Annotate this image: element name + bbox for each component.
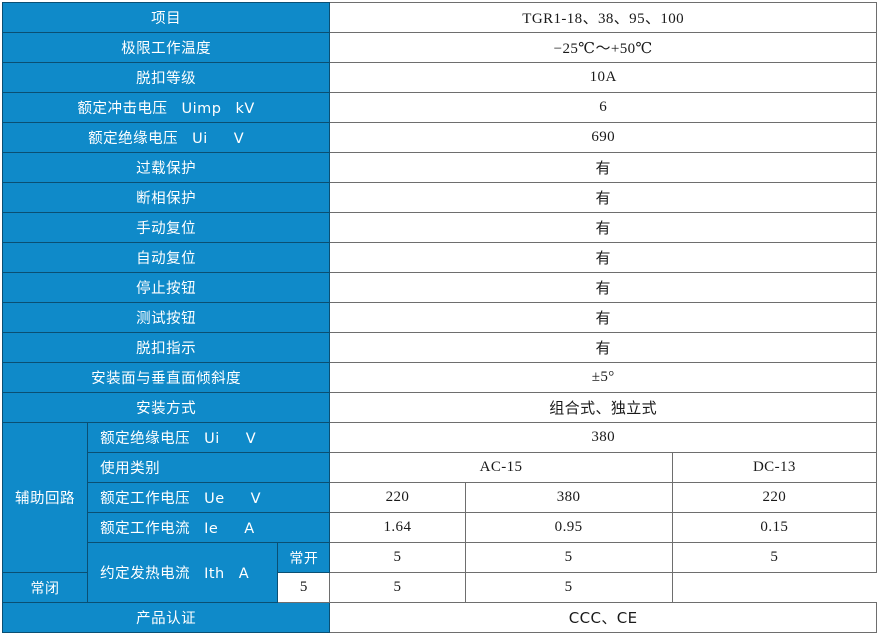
aux-value-normally-open-1: 5 <box>329 542 466 573</box>
row-label-trip-indication: 脱扣指示 <box>1 332 331 363</box>
row-value-test-button: 有 <box>329 302 877 333</box>
aux-insulation-voltage-text: 额定绝缘电压 <box>100 431 191 447</box>
row-label-impulse-voltage: 额定冲击电压 Uimp kV <box>1 92 331 123</box>
table-row: 安装方式 组合式、独立式 <box>1 392 877 423</box>
row-label-mounting-inclination: 安装面与垂直面倾斜度 <box>1 362 331 393</box>
row-value-operating-temperature: −25℃～+50℃ <box>329 32 877 63</box>
aux-value-operating-voltage-3: 220 <box>671 482 878 513</box>
aux-label-operating-voltage: 额定工作电压 Ue V <box>87 482 331 513</box>
row-value-impulse-voltage: 6 <box>329 92 877 123</box>
row-label-mounting-type: 安装方式 <box>1 392 331 423</box>
row-value-manual-reset: 有 <box>329 212 877 243</box>
row-value-mounting-inclination: ±5° <box>329 362 877 393</box>
insulation-voltage-unit: V <box>233 131 245 147</box>
aux-thermal-current-symbol: Ith <box>204 566 225 582</box>
footer-label-certification: 产品认证 <box>1 602 331 633</box>
table-row-aux-thermal-current-no: 约定发热电流 Ith A 常开 5 5 5 <box>3 542 878 603</box>
aux-thermal-current-unit: A <box>238 566 250 582</box>
aux-operating-voltage-text: 额定工作电压 <box>100 491 191 507</box>
aux-value-operating-current-1: 1.64 <box>329 512 466 543</box>
aux-label-insulation-voltage: 额定绝缘电压 Ui V <box>87 422 331 453</box>
row-value-phase-loss-protection: 有 <box>329 182 877 213</box>
row-label-manual-reset: 手动复位 <box>1 212 331 243</box>
aux-value-normally-open-3: 5 <box>671 542 878 573</box>
table-row: 脱扣指示 有 <box>1 332 877 363</box>
aux-operating-current-text: 额定工作电流 <box>100 521 191 537</box>
aux-insulation-voltage-unit: V <box>245 431 257 447</box>
row-value-insulation-voltage: 690 <box>329 122 877 153</box>
row-label-auto-reset: 自动复位 <box>1 242 331 273</box>
footer-value-certification: CCC、CE <box>329 602 877 633</box>
row-label-insulation-voltage: 额定绝缘电压 Ui V <box>1 122 331 153</box>
table-row: 额定冲击电压 Uimp kV 6 <box>1 92 877 123</box>
aux-value-insulation-voltage: 380 <box>329 422 877 453</box>
aux-value-normally-open-2: 5 <box>464 542 673 573</box>
aux-value-normally-closed-3: 5 <box>464 572 673 603</box>
table-row: 过载保护 有 <box>1 152 877 183</box>
aux-value-operating-voltage-2: 380 <box>464 482 673 513</box>
table-row: 额定绝缘电压 Ui V 690 <box>1 122 877 153</box>
impulse-voltage-unit: kV <box>235 101 255 117</box>
aux-label-normally-open: 常开 <box>277 542 331 573</box>
row-label-stop-button: 停止按钮 <box>1 272 331 303</box>
insulation-voltage-symbol: Ui <box>192 131 208 147</box>
aux-thermal-current-text: 约定发热电流 <box>100 566 191 582</box>
table-row-aux-utilization-category: 使用类别 AC-15 DC-13 <box>3 452 878 483</box>
table-row: 停止按钮 有 <box>1 272 877 303</box>
aux-operating-current-symbol: Ie <box>204 521 219 537</box>
table-row: 手动复位 有 <box>1 212 877 243</box>
row-value-stop-button: 有 <box>329 272 877 303</box>
aux-value-normally-closed-2: 5 <box>329 572 466 603</box>
table-row-header: 项目 TGR1-18、38、95、100 <box>1 2 877 33</box>
table-row: 极限工作温度 −25℃～+50℃ <box>1 32 877 63</box>
aux-value-utilization-category-dc: DC-13 <box>671 452 878 483</box>
row-value-overload-protection: 有 <box>329 152 877 183</box>
aux-value-normally-closed-1: 5 <box>277 572 331 603</box>
row-label-operating-temperature: 极限工作温度 <box>1 32 331 63</box>
row-value-mounting-type: 组合式、独立式 <box>329 392 877 423</box>
table-row: 断相保护 有 <box>1 182 877 213</box>
row-value-auto-reset: 有 <box>329 242 877 273</box>
row-value-trip-class: 10A <box>329 62 877 93</box>
header-label: 项目 <box>1 2 331 33</box>
aux-value-operating-voltage-1: 220 <box>329 482 466 513</box>
table-row: 测试按钮 有 <box>1 302 877 333</box>
aux-label-thermal-current: 约定发热电流 Ith A <box>87 542 279 603</box>
aux-operating-voltage-unit: V <box>250 491 262 507</box>
table-row-aux-operating-current: 额定工作电流 Ie A 1.64 0.95 0.15 <box>3 512 878 543</box>
table-row: 安装面与垂直面倾斜度 ±5° <box>1 362 877 393</box>
aux-label-operating-current: 额定工作电流 Ie A <box>87 512 331 543</box>
row-label-phase-loss-protection: 断相保护 <box>1 182 331 213</box>
impulse-voltage-text: 额定冲击电压 <box>77 101 168 117</box>
row-label-test-button: 测试按钮 <box>1 302 331 333</box>
aux-group-label: 辅助回路 <box>1 422 89 573</box>
row-value-trip-indication: 有 <box>329 332 877 363</box>
table-row: 脱扣等级 10A <box>1 62 877 93</box>
insulation-voltage-text: 额定绝缘电压 <box>88 131 179 147</box>
table-row-aux-operating-voltage: 额定工作电压 Ue V 220 380 220 <box>3 482 878 513</box>
table-row: 自动复位 有 <box>1 242 877 273</box>
aux-label-utilization-category: 使用类别 <box>87 452 331 483</box>
aux-value-utilization-category-ac: AC-15 <box>329 452 673 483</box>
table-row-aux-thermal-current-nc: 常闭 5 5 5 <box>1 572 877 603</box>
aux-operating-current-unit: A <box>244 521 255 537</box>
aux-value-operating-current-3: 0.15 <box>671 512 878 543</box>
header-value: TGR1-18、38、95、100 <box>329 2 877 33</box>
table-row-aux-insulation-voltage: 辅助回路 额定绝缘电压 Ui V 380 <box>1 422 877 573</box>
impulse-voltage-symbol: Uimp <box>181 101 222 117</box>
aux-insulation-voltage-symbol: Ui <box>204 431 220 447</box>
aux-operating-voltage-symbol: Ue <box>204 491 225 507</box>
aux-value-operating-current-2: 0.95 <box>464 512 673 543</box>
aux-label-normally-closed: 常闭 <box>1 572 89 603</box>
row-label-trip-class: 脱扣等级 <box>1 62 331 93</box>
row-label-overload-protection: 过载保护 <box>1 152 331 183</box>
table-row-footer: 产品认证 CCC、CE <box>1 602 877 633</box>
